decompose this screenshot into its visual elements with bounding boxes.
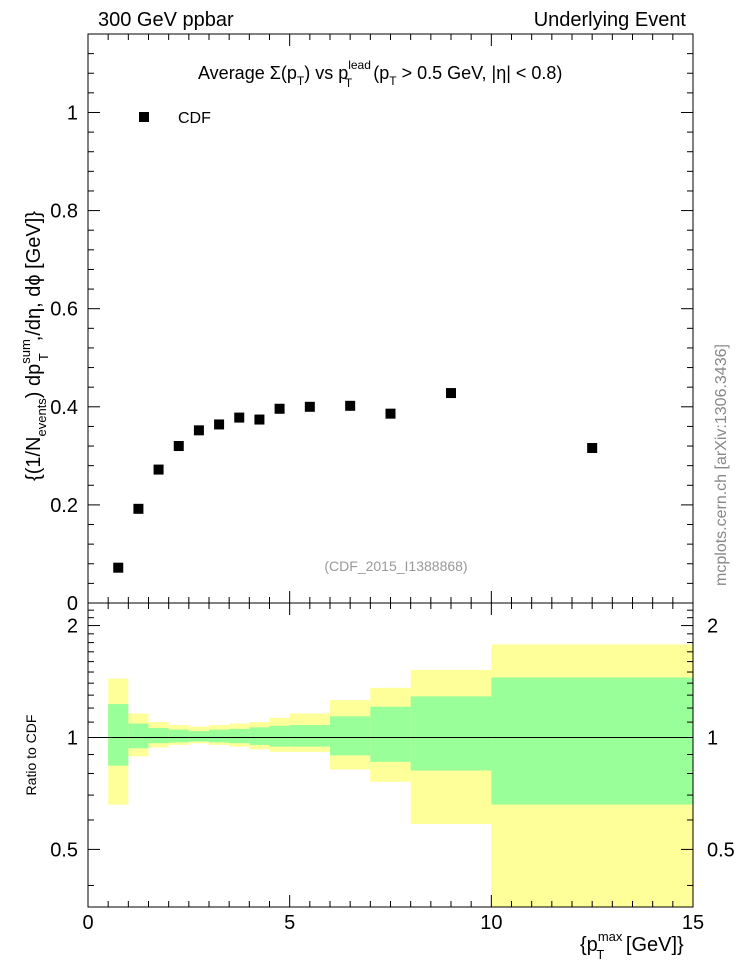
main-y-tick-label: 0.2 <box>50 495 78 517</box>
ratio-y-tick-label-right: 0.5 <box>707 839 735 861</box>
statistical-uncertainty-band-bin <box>209 729 230 743</box>
statistical-uncertainty-band-bin <box>148 728 169 744</box>
legend-label-cdf: CDF <box>178 110 211 127</box>
main-y-tick-labels: 0 0.2 0.4 0.6 0.8 1 <box>50 102 78 615</box>
statistical-uncertainty-band-bin <box>410 696 492 771</box>
main-y-tick-label: 0 <box>67 593 78 615</box>
statistical-uncertainty-band-bin <box>370 706 411 762</box>
data-point-cdf <box>214 419 225 430</box>
data-point-cdf <box>234 412 245 423</box>
statistical-uncertainty-band-bin <box>330 716 371 756</box>
statistical-uncertainty-band-bin <box>128 723 149 749</box>
statistical-uncertainty-band-bin <box>289 725 330 747</box>
main-y-tick-label: 1 <box>67 102 78 124</box>
main-y-axis-label: {(1/Nevents) dpsum T,/dη, dϕ [GeV]} <box>18 211 51 481</box>
main-data-points <box>113 388 598 573</box>
ratio-ticks <box>87 602 694 907</box>
x-tick-label: 0 <box>82 912 93 934</box>
x-axis-label: {pmax T [GeV]} <box>580 929 684 962</box>
watermark: mcplots.cern.ch [arXiv:1306.3436] <box>713 344 730 586</box>
data-point-cdf <box>385 408 396 419</box>
data-point-cdf <box>304 401 315 412</box>
data-point-cdf <box>153 464 164 475</box>
statistical-uncertainty-band-bin <box>249 727 270 745</box>
ratio-y-tick-label: 0.5 <box>50 839 78 861</box>
ratio-y-tick-label-right: 1 <box>707 727 718 749</box>
data-point-cdf <box>274 403 285 414</box>
main-panel: 0 0.2 0.4 0.6 0.8 1 Average Σ(pT) vs plead T (… <box>18 33 694 615</box>
data-point-cdf <box>193 425 204 436</box>
data-point-cdf <box>254 414 265 425</box>
x-tick-label: 5 <box>284 912 295 934</box>
statistical-uncertainty-band-bin <box>229 728 250 744</box>
main-ticks <box>87 33 694 604</box>
statistical-uncertainty-band-bin <box>269 725 290 747</box>
main-y-tick-label: 0.8 <box>50 201 78 223</box>
data-point-cdf <box>173 441 184 452</box>
header-left: 300 GeV ppbar <box>98 9 234 31</box>
x-tick-label: 10 <box>480 912 502 934</box>
ratio-y-tick-labels: 0.5 0.5 1 1 2 2 <box>50 616 735 862</box>
header-right: Underlying Event <box>534 9 687 31</box>
data-point-cdf <box>133 503 144 514</box>
ratio-bands <box>108 644 693 907</box>
x-tick-labels: 0 5 10 15 <box>82 912 704 934</box>
statistical-uncertainty-band-bin <box>108 704 129 766</box>
x-tick-label: 15 <box>682 912 704 934</box>
statistical-uncertainty-band-bin <box>188 731 209 742</box>
ratio-y-tick-label: 2 <box>67 616 78 638</box>
analysis-annotation: (CDF_2015_I1388868) <box>324 558 467 574</box>
data-point-cdf <box>113 562 124 573</box>
legend-marker-cdf <box>139 112 149 122</box>
data-point-cdf <box>446 388 456 399</box>
statistical-uncertainty-band-bin <box>168 729 189 743</box>
statistical-uncertainty-band-bin <box>491 677 693 805</box>
data-point-cdf <box>345 400 356 411</box>
chart-title: Average Σ(pT) vs plead T (pT > 0.5 GeV, |… <box>198 58 562 90</box>
ratio-y-tick-label-right: 2 <box>707 616 718 638</box>
main-y-tick-label: 0.6 <box>50 299 78 321</box>
ratio-panel: 0.5 0.5 1 1 2 2 0 5 10 15 Ratio to CDF {pmax T [G… <box>23 602 735 962</box>
main-y-tick-label: 0.4 <box>50 397 78 419</box>
ratio-y-tick-label: 1 <box>67 727 78 749</box>
ratio-y-axis-label: Ratio to CDF <box>23 715 39 796</box>
data-point-cdf <box>587 442 598 453</box>
